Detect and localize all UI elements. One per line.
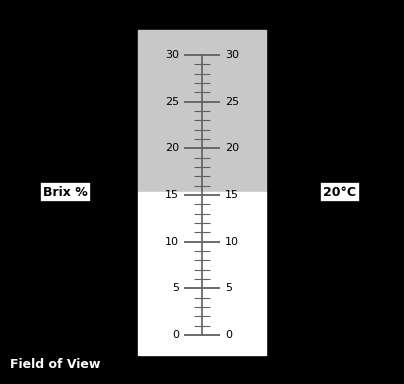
- Text: 30: 30: [225, 50, 239, 60]
- Text: Brix %: Brix %: [43, 185, 87, 199]
- Text: 20: 20: [225, 143, 239, 153]
- Text: 20°C: 20°C: [324, 185, 356, 199]
- Text: 5: 5: [172, 283, 179, 293]
- Bar: [138, 192, 266, 355]
- Text: 0: 0: [172, 330, 179, 340]
- Bar: [138, 30, 266, 192]
- Polygon shape: [20, 10, 384, 374]
- Text: 5: 5: [225, 283, 232, 293]
- Text: 25: 25: [165, 97, 179, 107]
- Text: 15: 15: [165, 190, 179, 200]
- Text: 30: 30: [165, 50, 179, 60]
- Text: 10: 10: [225, 237, 239, 247]
- Text: 20: 20: [165, 143, 179, 153]
- Text: 25: 25: [225, 97, 239, 107]
- Text: 15: 15: [225, 190, 239, 200]
- Text: 0: 0: [225, 330, 232, 340]
- Text: Field of View: Field of View: [10, 358, 100, 371]
- Text: 10: 10: [165, 237, 179, 247]
